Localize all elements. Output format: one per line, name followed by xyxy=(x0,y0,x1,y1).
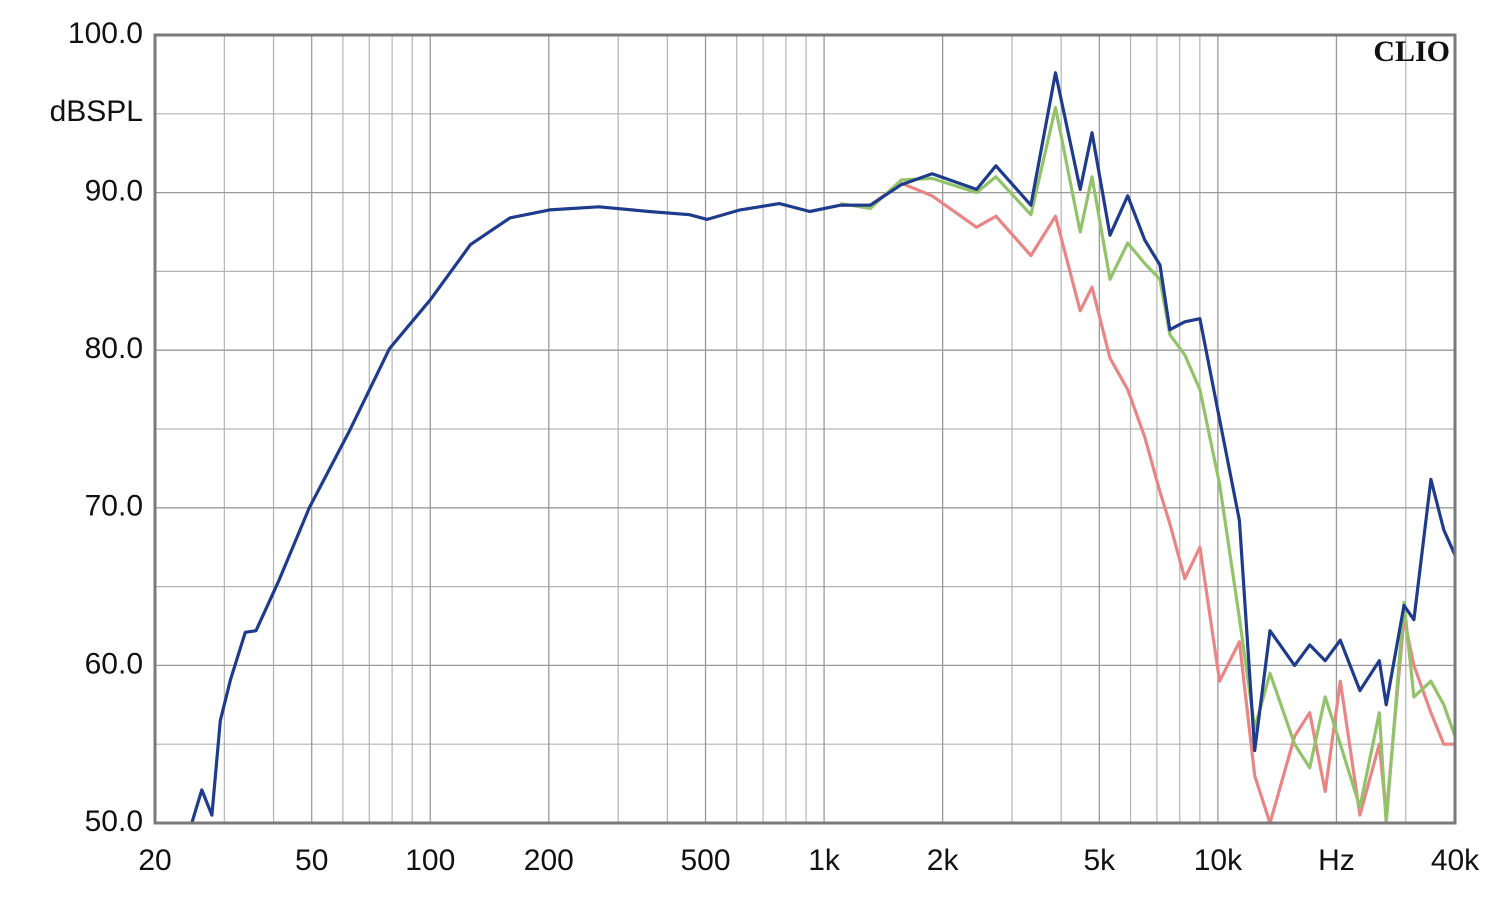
x-tick-label: Hz xyxy=(1318,844,1355,877)
x-tick-label: 100 xyxy=(405,844,455,877)
y-tick-label: 100.0 xyxy=(68,17,143,50)
x-tick-label: 10k xyxy=(1194,844,1243,877)
plot-frame xyxy=(153,33,1457,825)
x-tick-label: 40k xyxy=(1431,844,1480,877)
x-tick-label: 1k xyxy=(808,844,841,877)
y-tick-label: 90.0 xyxy=(85,175,143,208)
y-tick-label: 70.0 xyxy=(85,490,143,523)
y-tick-label: 80.0 xyxy=(85,332,143,365)
x-tick-label: 200 xyxy=(524,844,574,877)
x-tick-label: 50 xyxy=(295,844,328,877)
y-tick-label: 50.0 xyxy=(85,805,143,838)
y-tick-label: 60.0 xyxy=(85,647,143,680)
y-axis-label: dBSPL xyxy=(50,95,143,128)
response-curve xyxy=(840,105,1455,823)
annotation: CLIO xyxy=(1373,35,1450,68)
response-curve xyxy=(190,71,1455,823)
x-tick-label: 20 xyxy=(138,844,171,877)
x-tick-label: 2k xyxy=(927,844,960,877)
x-tick-label: 500 xyxy=(681,844,731,877)
response-curve xyxy=(840,181,1455,823)
x-tick-label: 5k xyxy=(1084,844,1117,877)
